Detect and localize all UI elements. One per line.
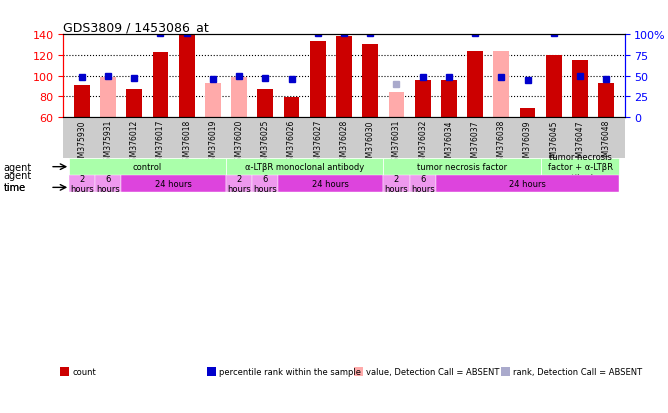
Bar [362,45,378,118]
Text: GSM376012: GSM376012 [130,120,139,166]
Bar [546,56,562,118]
Bar [599,83,614,118]
Text: rank, Detection Call = ABSENT: rank, Detection Call = ABSENT [513,367,642,376]
Text: 6
hours: 6 hours [253,174,277,193]
Bar [467,52,483,118]
Bar [226,176,253,192]
Text: 24 hours: 24 hours [509,179,546,188]
Bar [540,159,619,176]
Text: 2
hours: 2 hours [70,174,94,193]
Text: agent: agent [3,162,31,172]
Bar [284,98,299,118]
Text: GSM376034: GSM376034 [444,120,454,166]
Text: time: time [3,183,25,193]
Bar [494,52,509,118]
Text: 24 hours: 24 hours [313,179,349,188]
Text: 6
hours: 6 hours [96,174,120,193]
Text: GSM376037: GSM376037 [471,120,480,166]
Bar [389,93,404,118]
Text: GSM376020: GSM376020 [234,120,244,166]
Text: 6
hours: 6 hours [411,174,435,193]
Bar [179,35,194,118]
Bar [121,176,226,192]
Bar [257,90,273,118]
Text: GSM376038: GSM376038 [497,120,506,166]
Text: GSM376026: GSM376026 [287,120,296,166]
Text: GSM376045: GSM376045 [549,120,558,166]
Bar [383,176,409,192]
Text: GSM376017: GSM376017 [156,120,165,166]
Bar [415,81,431,118]
Bar [205,83,221,118]
Bar [95,176,121,192]
Text: GSM376019: GSM376019 [208,120,217,166]
Bar [253,176,279,192]
Text: value, Detection Call = ABSENT: value, Detection Call = ABSENT [366,367,500,376]
Bar [336,37,352,118]
Text: control: control [133,163,162,172]
Text: count: count [72,367,96,376]
Bar [126,90,142,118]
Text: GSM375931: GSM375931 [104,120,112,166]
Text: GSM376031: GSM376031 [392,120,401,166]
Bar [279,176,383,192]
Text: GSM375930: GSM375930 [77,120,86,166]
Text: GSM376018: GSM376018 [182,120,191,166]
Bar [69,159,226,176]
Bar [74,86,90,118]
Text: GSM376047: GSM376047 [576,120,584,166]
Text: GSM376030: GSM376030 [366,120,375,166]
Text: 2
hours: 2 hours [227,174,251,193]
Bar [572,61,588,118]
Text: GSM376027: GSM376027 [313,120,322,166]
Text: 2
hours: 2 hours [385,174,408,193]
Text: GSM376039: GSM376039 [523,120,532,166]
Text: tumor necrosis
factor + α-LTβR
antibody: tumor necrosis factor + α-LTβR antibody [548,152,613,182]
Bar [441,81,457,118]
Bar [69,176,95,192]
Text: agent: agent [3,171,31,180]
Text: GSM376025: GSM376025 [261,120,270,166]
Text: α-LTβR monoclonal antibody: α-LTβR monoclonal antibody [245,163,364,172]
Bar [383,159,540,176]
Bar [231,77,247,118]
Bar [100,77,116,118]
Text: GSM376032: GSM376032 [418,120,427,166]
Text: time: time [3,183,25,193]
Bar [152,52,168,118]
Text: percentile rank within the sample: percentile rank within the sample [219,367,361,376]
Text: GSM376048: GSM376048 [602,120,611,166]
Text: 24 hours: 24 hours [155,179,192,188]
Bar [436,176,619,192]
Bar [409,176,436,192]
Bar [226,159,383,176]
Bar [520,108,536,118]
Text: GSM376028: GSM376028 [339,120,349,166]
Text: tumor necrosis factor: tumor necrosis factor [417,163,507,172]
Bar [310,43,326,118]
Text: GDS3809 / 1453086_at: GDS3809 / 1453086_at [63,21,209,34]
